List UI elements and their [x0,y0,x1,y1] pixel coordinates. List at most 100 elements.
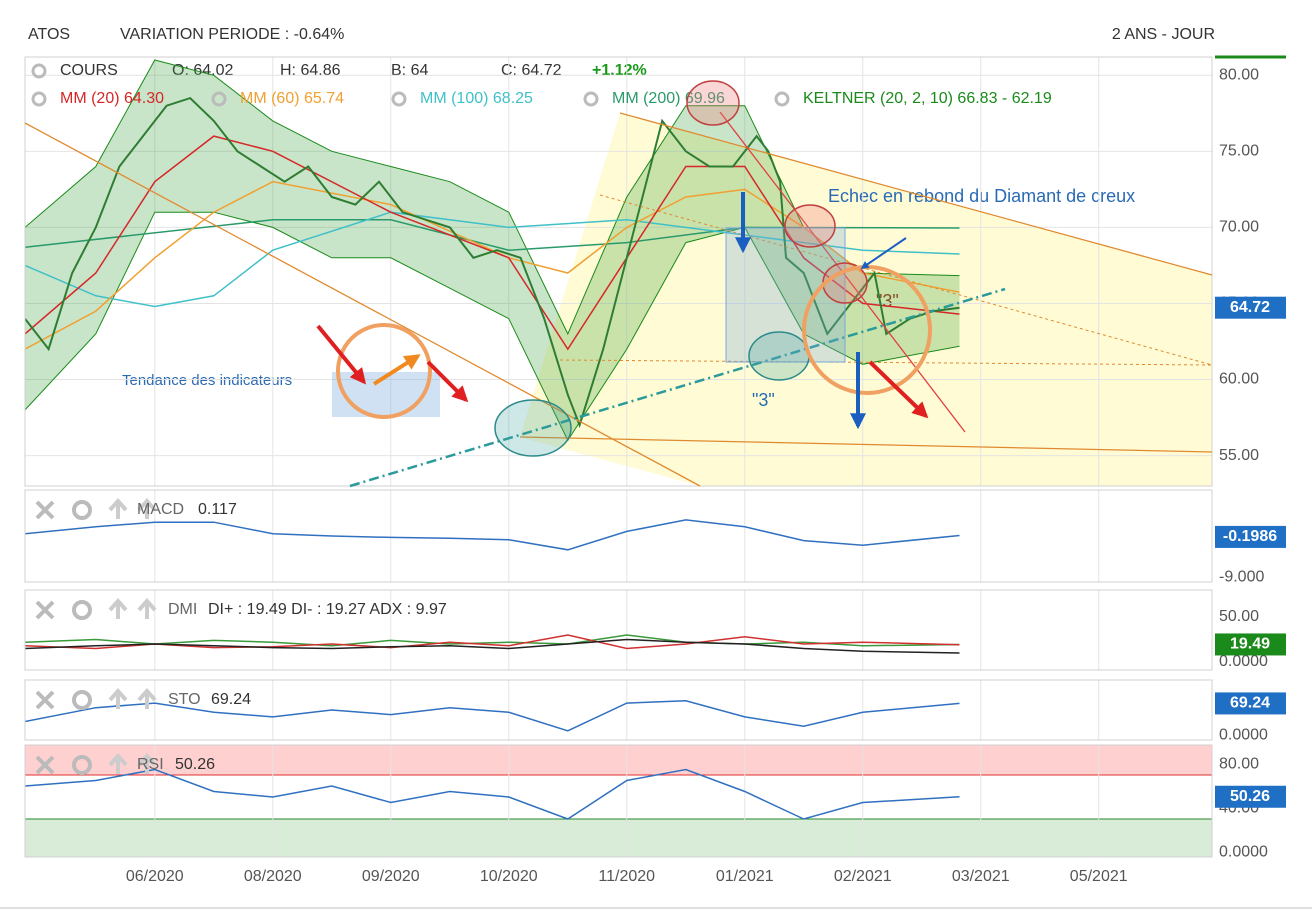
legend-entry: MM (200) 69.96 [612,90,725,107]
settings-icon [72,690,92,710]
y-tick-label: 75.00 [1219,143,1259,160]
drawing [599,194,1213,366]
panel-frame [24,744,1213,858]
panel [25,490,1100,582]
settings-icon [211,91,227,107]
period: 2 ANS - JOUR [1112,26,1215,43]
drawing [494,399,572,457]
x-tick-label: 05/2021 [1070,868,1128,885]
move-icon [137,597,157,619]
x-tick-label: 08/2020 [244,868,302,885]
drawing [559,359,1213,366]
oversold-zone [25,819,1212,857]
move-icon [108,597,128,619]
channel-fill [520,113,1212,486]
annotation: Tendance des indicateurs [122,372,292,389]
x-tick-label: 10/2020 [480,868,538,885]
drawing [784,204,836,248]
indicator-value: 0.117 [198,501,237,518]
panel-frame [24,589,1213,671]
settings-icon [583,91,599,107]
settings-icon [391,91,407,107]
drawing [372,354,421,386]
panel-frame [24,679,1213,741]
y-tick-label: 50.00 [1219,608,1259,625]
indicator-name: STO [168,691,201,708]
drawing [748,331,810,381]
close-icon [35,600,55,620]
move-icon [137,752,157,774]
x-tick-label: 11/2020 [598,868,655,885]
x-tick-label: 01/2021 [716,868,774,885]
move-icon [137,497,157,519]
value-badge-label: 69.24 [1230,695,1270,712]
panel-frame [24,489,1213,583]
y-tick-label: 80.00 [1219,755,1259,772]
value-badge [1215,525,1286,548]
annotation: Echec en rebond du Diamant de creux [828,186,1135,206]
drawings [520,113,1212,486]
x-tick-label: 06/2020 [126,868,184,885]
y-tick-label: 80.00 [1219,66,1259,83]
indicator-value: 50.26 [175,756,215,773]
indicator-value: DI+ : 19.49 DI- : 19.27 ADX : 9.97 [208,601,447,618]
legend-entry: MM (20) 64.30 [60,90,164,107]
quote: B: 64 [391,62,428,79]
legend-entry: MM (60) 65.74 [240,90,344,107]
move-icon [108,497,128,519]
value-badge-label: 64.72 [1230,299,1270,316]
drawing [24,122,701,487]
y-tick-label: 0.0000 [1219,843,1268,860]
annotation: "3" [752,390,775,410]
value-badge-label: 50.26 [1230,788,1270,805]
settings-icon [72,500,92,520]
move-icon [108,752,128,774]
quote-change: +1.12% [592,62,647,79]
drawing [619,112,1213,276]
indicator-name: MACD [137,501,184,518]
y-tick-label: -9.000 [1219,569,1264,586]
drawing [868,360,929,419]
value-badge-label: -0.1986 [1223,528,1277,545]
panel [25,745,1212,857]
y-tick-label: 0.0000 [1219,653,1268,670]
series-line [25,638,960,654]
series-line [25,700,960,732]
y-tick-label: 60.00 [1219,371,1259,388]
value-badge [1215,296,1286,319]
series-line [25,634,960,647]
indicator-name: DMI [168,601,197,618]
drawing [336,323,432,419]
settings-icon [31,63,47,79]
series-line [25,180,960,350]
x-tick-label: 03/2021 [952,868,1010,885]
overbought-zone [25,745,1212,776]
move-icon [108,687,128,709]
y-tick-label: 70.00 [1219,219,1259,236]
panel-frame [24,56,1213,487]
close-icon [35,755,55,775]
x-tick-label: 09/2020 [362,868,420,885]
drawing [725,227,846,363]
legend-entry: COURS [60,62,118,79]
quote: C: 64.72 [501,62,562,79]
close-icon [35,500,55,520]
legend-entry: MM (100) 68.25 [420,90,533,107]
drawing [316,324,367,385]
series-line [25,96,960,429]
indicator-name: RSI [137,756,164,773]
keltner-lower [25,211,960,442]
value-badge [1215,785,1286,808]
y-tick-label: 0.0000 [1219,727,1268,744]
panel [25,590,1100,670]
drawing [426,360,469,403]
drawing [686,80,740,126]
close-icon [35,690,55,710]
annotations [0,80,1312,909]
symbol: ATOS [28,26,70,43]
settings-icon [31,91,47,107]
settings-icon [72,600,92,620]
value-badge [1215,633,1286,656]
